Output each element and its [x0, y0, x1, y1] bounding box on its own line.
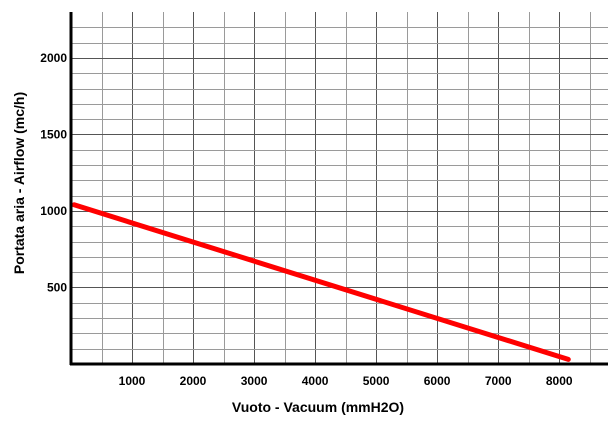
axes	[69, 12, 608, 366]
y-tick-label: 1000	[40, 204, 67, 218]
x-tick-label: 4000	[302, 374, 329, 388]
tick-labels: 1000 2000 3000 4000 5000 6000 7000 8000 500 1000 1…	[40, 51, 573, 388]
x-tick-label: 2000	[180, 374, 207, 388]
x-tick-label: 6000	[424, 374, 451, 388]
y-tick-label: 1500	[40, 127, 67, 141]
x-tick-label: 8000	[546, 374, 573, 388]
y-tick-label: 2000	[40, 51, 67, 65]
x-tick-label: 7000	[485, 374, 512, 388]
x-tick-label: 3000	[241, 374, 268, 388]
y-axis-title: Portata aria - Airflow (mc/h)	[11, 92, 27, 274]
series-line	[71, 202, 571, 362]
x-axis-title: Vuoto - Vacuum (mmH2O)	[232, 399, 404, 415]
x-tick-label: 1000	[119, 374, 146, 388]
x-tick-label: 5000	[363, 374, 390, 388]
y-tick-label: 500	[47, 281, 67, 295]
grid-lines	[71, 12, 608, 364]
series-layer	[71, 202, 571, 362]
